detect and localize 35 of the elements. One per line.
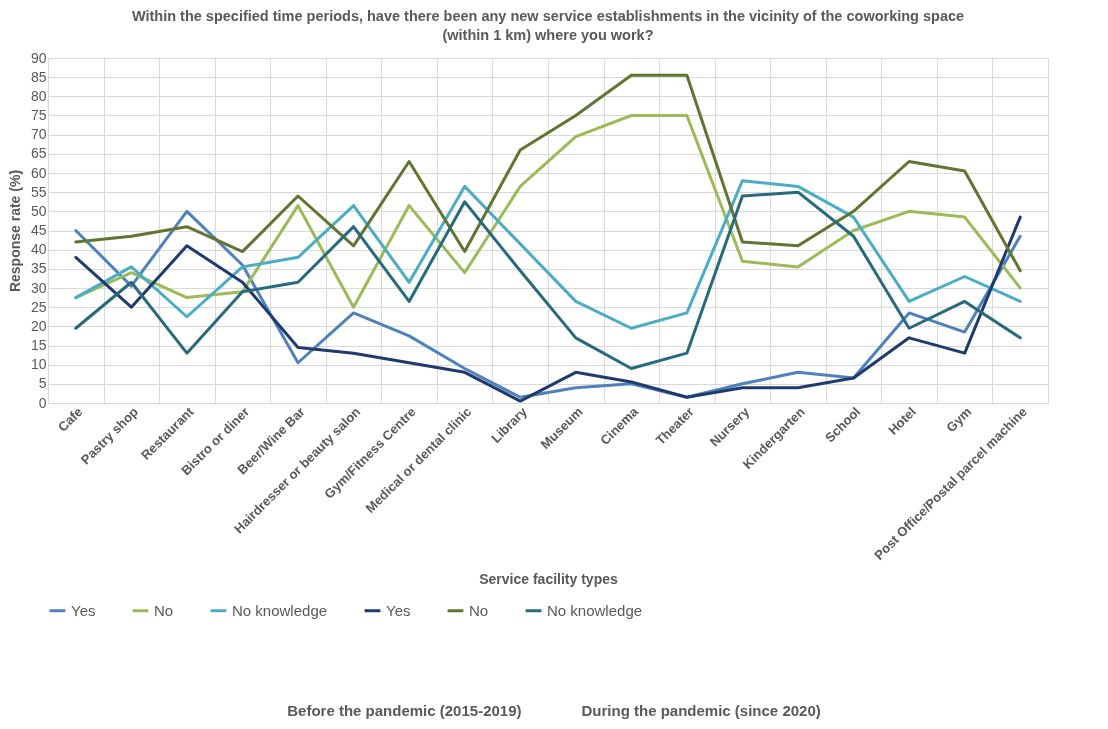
legend-label: No bbox=[469, 601, 489, 619]
y-tick-label: 85 bbox=[30, 68, 47, 85]
line-series bbox=[74, 73, 1022, 273]
y-tick-label: 50 bbox=[30, 202, 47, 219]
x-tick-label: Gym bbox=[943, 404, 975, 436]
y-axis-title: Response rate (%) bbox=[6, 169, 23, 293]
line-series bbox=[74, 190, 1022, 370]
y-tick-label: 40 bbox=[30, 241, 47, 258]
y-tick-label: 65 bbox=[30, 145, 47, 162]
y-tick-label: 15 bbox=[30, 337, 47, 353]
y-tick-label: 0 bbox=[38, 394, 47, 411]
text: Before the pandemic (2015-2019) bbox=[287, 702, 522, 719]
y-tick-label: 20 bbox=[30, 317, 47, 334]
legend-label: Yes bbox=[386, 601, 411, 619]
y-tick-label: 10 bbox=[30, 356, 47, 373]
x-axis-title: Service facility types bbox=[479, 570, 618, 587]
y-tick-label: 55 bbox=[30, 183, 47, 200]
y-tick-label: 5 bbox=[38, 375, 47, 392]
y-tick-label: 70 bbox=[30, 126, 47, 143]
line-series bbox=[74, 179, 1022, 330]
y-tick-label: 25 bbox=[30, 298, 47, 315]
chart-title: Within the specified time periods, have there been any new service establishments in the vicinity of the coworking space (within 1 km) where you work? bbox=[131, 7, 965, 43]
y-tick-label: 90 bbox=[30, 49, 47, 66]
y-tick-label: 60 bbox=[30, 164, 47, 181]
legend-label: No bbox=[154, 601, 174, 619]
y-tick-label: 75 bbox=[30, 107, 47, 123]
y-tick-label: 45 bbox=[30, 222, 47, 238]
text: During the pandemic (since 2020) bbox=[581, 702, 821, 719]
y-tick-label: 80 bbox=[30, 87, 47, 104]
legend-label: No knowledge bbox=[547, 601, 643, 619]
legend-label: Yes bbox=[71, 601, 96, 619]
y-tick-label: 35 bbox=[30, 260, 47, 277]
y-tick-label: 30 bbox=[30, 279, 47, 296]
x-tick-label: Cafe bbox=[54, 404, 86, 435]
legend-label: No knowledge bbox=[232, 601, 328, 619]
